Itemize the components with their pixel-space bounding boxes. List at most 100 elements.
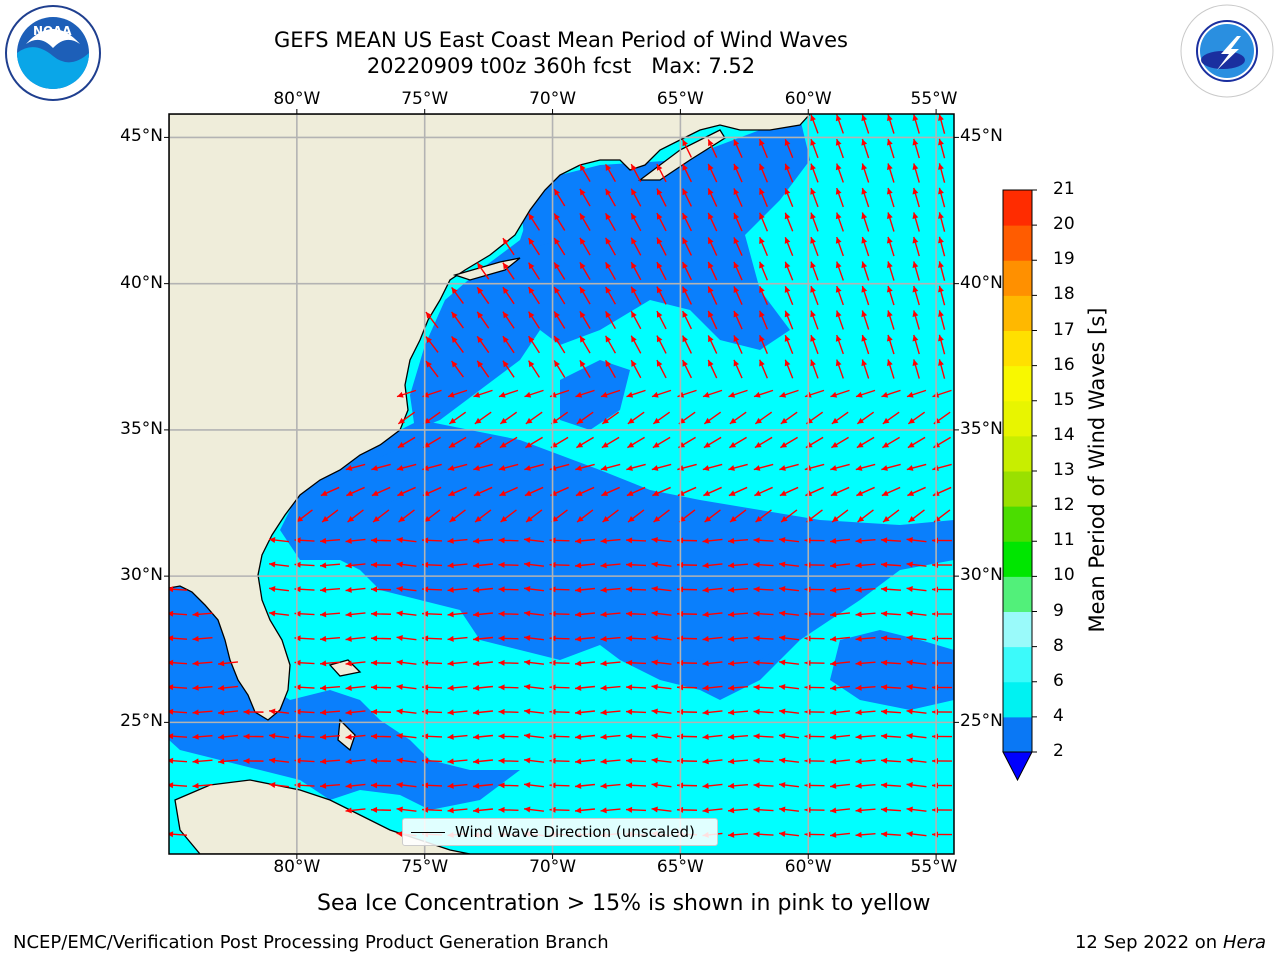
wave-direction-arrow xyxy=(727,537,749,544)
wave-direction-arrow xyxy=(396,561,417,568)
wave-direction-arrow xyxy=(778,831,800,838)
wave-direction-arrow xyxy=(525,436,543,449)
wave-direction-arrow xyxy=(886,285,895,306)
wave-direction-arrow xyxy=(886,163,895,183)
wave-direction-arrow xyxy=(861,163,870,183)
wave-direction-arrow xyxy=(784,285,794,306)
wave-direction-arrow xyxy=(528,360,540,378)
wave-direction-arrow xyxy=(600,660,621,667)
wave-direction-arrow xyxy=(169,757,188,764)
wave-direction-arrow xyxy=(810,236,819,257)
wave-direction-arrow xyxy=(476,262,490,280)
wave-direction-arrow xyxy=(886,334,895,355)
wave-direction-arrow xyxy=(502,237,515,256)
wave-direction-arrow xyxy=(398,509,415,523)
axis-tick-marks xyxy=(164,109,959,859)
wave-direction-arrow xyxy=(881,389,901,398)
wave-direction-arrow xyxy=(882,411,900,425)
wave-direction-arrow xyxy=(855,537,876,544)
wave-direction-arrow xyxy=(474,411,492,425)
wave-direction-arrow xyxy=(524,389,544,398)
wave-direction-arrow xyxy=(830,389,850,398)
wave-direction-arrow xyxy=(754,486,773,497)
wave-direction-arrow xyxy=(370,635,392,642)
wave-direction-arrow xyxy=(754,411,773,425)
wave-direction-arrow xyxy=(753,806,774,813)
wave-direction-arrow xyxy=(347,509,364,523)
wave-direction-arrow xyxy=(880,708,902,715)
wave-direction-arrow xyxy=(707,335,718,354)
wave-direction-arrow xyxy=(396,537,417,544)
wave-direction-arrow xyxy=(448,411,467,425)
wave-direction-arrow xyxy=(370,708,392,715)
wave-direction-arrow xyxy=(759,237,768,256)
colorbar-segment xyxy=(1003,611,1032,648)
wave-direction-arrow xyxy=(829,758,851,765)
wave-direction-arrow xyxy=(651,463,672,471)
wave-direction-arrow xyxy=(528,286,540,305)
graticule xyxy=(169,114,954,854)
wave-direction-arrow xyxy=(652,486,671,497)
wave-direction-arrow xyxy=(498,659,519,666)
wave-direction-arrow xyxy=(574,537,596,544)
wave-direction-arrow xyxy=(523,684,545,690)
wave-direction-arrow xyxy=(829,537,851,544)
wave-direction-arrow xyxy=(630,286,642,305)
wave-direction-arrow xyxy=(600,782,621,789)
wave-direction-arrow xyxy=(906,659,927,666)
wave-direction-arrow xyxy=(370,733,392,740)
wave-direction-arrow xyxy=(575,389,595,398)
wave-direction-arrow xyxy=(396,733,417,740)
wave-direction-arrow xyxy=(472,537,494,544)
lon-label-bottom: 70°W xyxy=(529,857,577,877)
lon-label-bottom: 60°W xyxy=(784,857,832,877)
wave-direction-arrow xyxy=(472,709,494,716)
wave-direction-arrow xyxy=(835,114,844,134)
wave-direction-arrow xyxy=(600,733,621,740)
wave-direction-arrow xyxy=(498,708,519,715)
wave-direction-arrow xyxy=(829,782,851,789)
wave-direction-arrow xyxy=(626,463,646,471)
colorbar-segment xyxy=(1003,576,1032,612)
wave-direction-arrow xyxy=(733,212,743,232)
wave-direction-arrow xyxy=(447,660,468,667)
wave-direction-arrow xyxy=(835,212,844,232)
wave-direction-arrow xyxy=(651,708,672,715)
wave-direction-arrow xyxy=(703,411,722,425)
wave-direction-arrow xyxy=(779,486,799,497)
wave-direction-arrow xyxy=(855,562,876,569)
wave-direction-arrow xyxy=(907,411,926,425)
wave-direction-arrow xyxy=(906,831,927,838)
wave-direction-arrow xyxy=(451,287,464,304)
wave-direction-arrow xyxy=(829,807,851,814)
wave-direction-arrow xyxy=(810,359,819,379)
wave-direction-arrow xyxy=(755,509,772,523)
wave-direction-arrow xyxy=(907,486,926,497)
wave-direction-arrow xyxy=(600,537,621,544)
wave-direction-arrow xyxy=(784,334,794,355)
wave-direction-arrow xyxy=(472,782,494,789)
legend-line-swatch xyxy=(411,831,445,833)
wave-direction-arrow xyxy=(906,733,927,740)
wave-direction-arrow xyxy=(451,336,464,353)
wave-direction-arrow xyxy=(396,782,417,789)
wave-direction-arrow xyxy=(727,807,749,814)
wave-direction-arrow xyxy=(880,537,902,544)
wave-direction-arrow xyxy=(523,733,545,739)
wave-direction-arrow xyxy=(601,436,620,449)
wave-direction-arrow xyxy=(553,311,566,329)
wave-direction-arrow xyxy=(498,537,519,544)
wave-direction-arrow xyxy=(498,757,519,764)
wave-direction-arrow xyxy=(880,610,902,617)
wave-direction-arrow xyxy=(861,236,870,257)
wave-direction-arrow xyxy=(579,188,591,207)
wave-direction-arrow xyxy=(907,436,926,449)
wave-direction-arrow xyxy=(528,262,540,280)
wave-direction-arrow xyxy=(500,509,517,523)
wave-direction-arrow xyxy=(906,708,927,715)
wave-direction-arrow xyxy=(217,733,239,740)
wave-direction-arrow xyxy=(938,212,946,232)
wave-direction-arrow xyxy=(498,806,519,813)
wave-direction-arrow xyxy=(727,709,749,716)
wave-direction-arrow xyxy=(600,611,621,618)
